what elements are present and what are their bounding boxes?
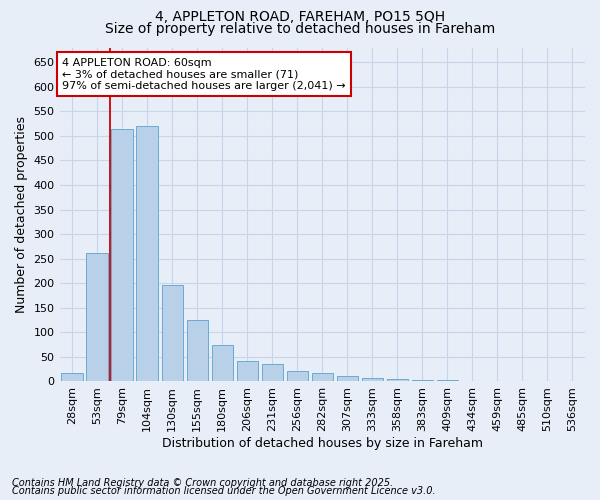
Text: 4, APPLETON ROAD, FAREHAM, PO15 5QH: 4, APPLETON ROAD, FAREHAM, PO15 5QH: [155, 10, 445, 24]
Bar: [86, 253, 108, 382]
Bar: [262, 364, 283, 382]
Bar: [187, 320, 208, 382]
X-axis label: Distribution of detached houses by size in Fareham: Distribution of detached houses by size …: [162, 437, 483, 450]
Bar: [61, 372, 83, 382]
Bar: [112, 128, 133, 382]
Bar: [362, 378, 383, 382]
Bar: [136, 126, 158, 382]
Bar: [236, 361, 258, 382]
Text: Contains public sector information licensed under the Open Government Licence v3: Contains public sector information licen…: [12, 486, 436, 496]
Bar: [387, 379, 408, 382]
Text: Contains HM Land Registry data © Crown copyright and database right 2025.: Contains HM Land Registry data © Crown c…: [12, 478, 393, 488]
Bar: [311, 372, 333, 382]
Bar: [412, 380, 433, 382]
Bar: [287, 370, 308, 382]
Bar: [161, 284, 183, 382]
Text: 4 APPLETON ROAD: 60sqm
← 3% of detached houses are smaller (71)
97% of semi-deta: 4 APPLETON ROAD: 60sqm ← 3% of detached …: [62, 58, 346, 90]
Y-axis label: Number of detached properties: Number of detached properties: [15, 116, 28, 313]
Text: Size of property relative to detached houses in Fareham: Size of property relative to detached ho…: [105, 22, 495, 36]
Bar: [337, 376, 358, 382]
Bar: [437, 380, 458, 382]
Bar: [212, 344, 233, 382]
